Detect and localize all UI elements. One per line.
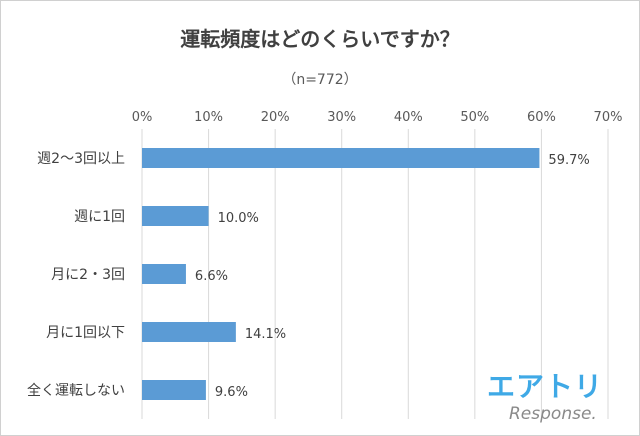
- data-label: 9.6%: [215, 385, 248, 400]
- x-tick-label: 70%: [594, 110, 623, 125]
- bar: [142, 148, 540, 168]
- data-label: 6.6%: [195, 269, 228, 284]
- category-label: 月に2・3回: [51, 267, 125, 283]
- x-tick-label: 60%: [527, 110, 556, 125]
- category-label: 週に1回: [74, 209, 125, 225]
- data-label: 10.0%: [218, 211, 259, 226]
- category-label: 月に1回以下: [46, 325, 125, 341]
- data-label: 59.7%: [548, 153, 589, 168]
- chart-subtitle: （n=772）: [282, 72, 358, 88]
- bar: [142, 206, 209, 226]
- category-label: 週2～3回以上: [37, 151, 125, 167]
- chart-title: 運転頻度はどのくらいですか？: [180, 27, 460, 51]
- x-tick-label: 0%: [132, 110, 153, 125]
- x-tick-label: 20%: [261, 110, 290, 125]
- x-tick-label: 30%: [327, 110, 356, 125]
- data-label: 14.1%: [245, 327, 286, 342]
- bar: [142, 322, 236, 342]
- x-tick-label: 40%: [394, 110, 423, 125]
- x-tick-label: 50%: [460, 110, 489, 125]
- bar: [142, 380, 206, 400]
- x-tick-label: 10%: [194, 110, 223, 125]
- bar: [142, 264, 186, 284]
- category-label: 全く運転しない: [27, 382, 125, 399]
